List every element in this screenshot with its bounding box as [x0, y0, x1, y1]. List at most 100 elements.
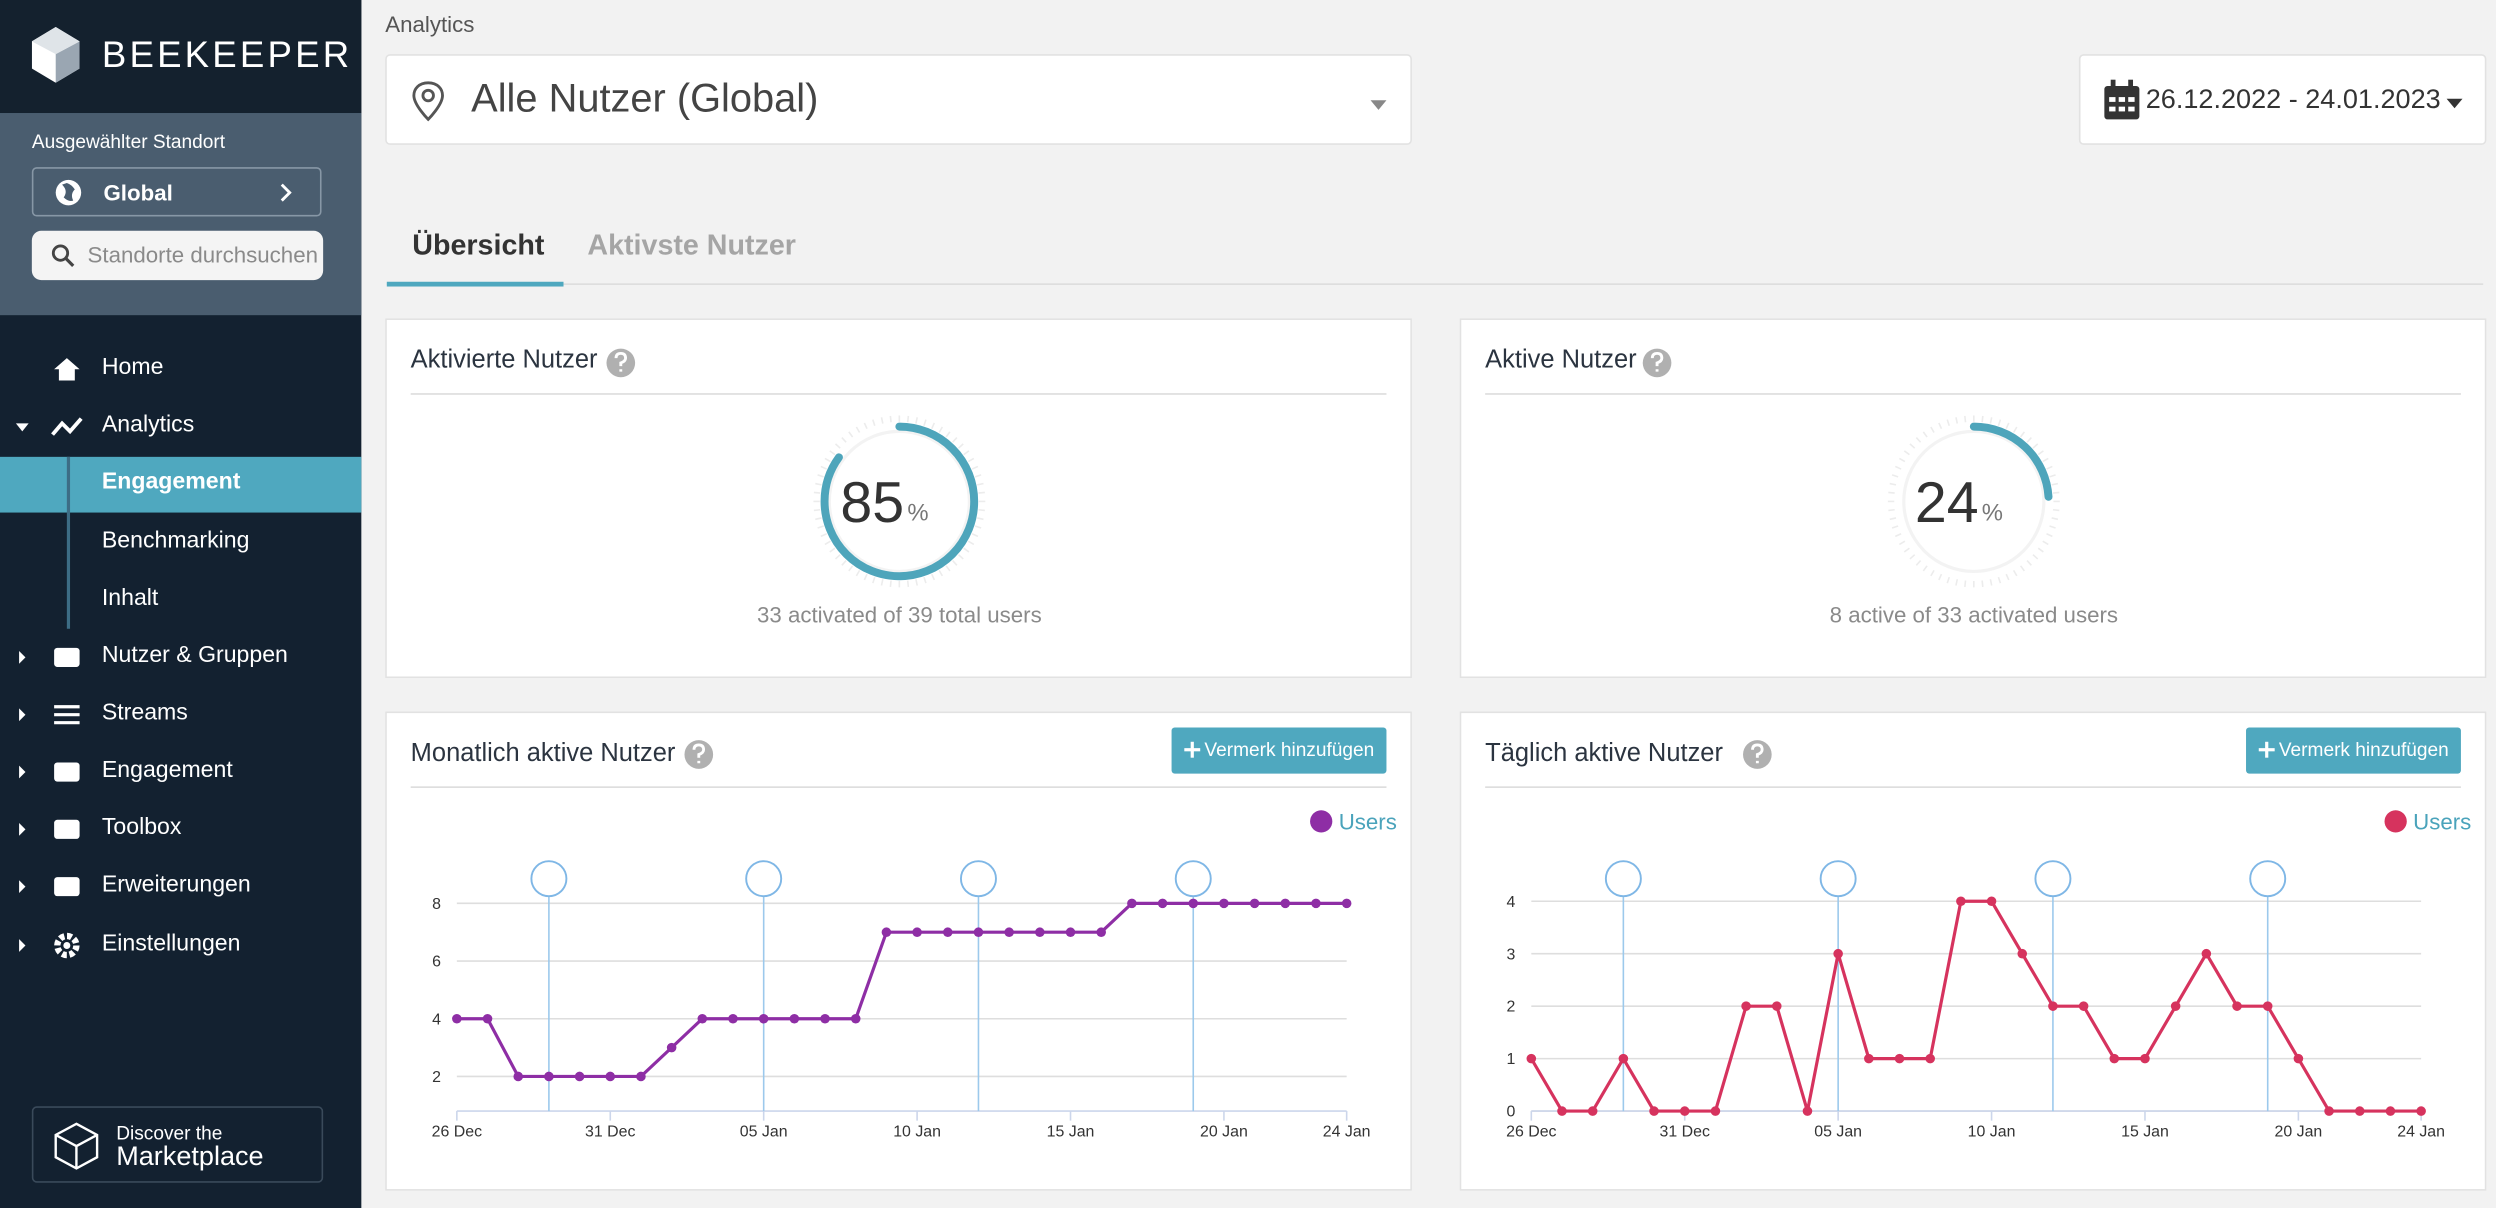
- gauge-card: [385, 318, 1412, 679]
- gauge-tick: [2037, 450, 2044, 456]
- gauge-caption: 8 active of 33 activated users: [1830, 602, 2118, 627]
- gauge-tick: [2046, 465, 2053, 470]
- y-tick-label: 6: [432, 954, 441, 971]
- chevron: [280, 183, 292, 202]
- tab[interactable]: Aktivste Nutzer: [587, 229, 796, 262]
- menu-item[interactable]: Engagement: [101, 757, 233, 784]
- gauge-tick: [2019, 565, 2026, 572]
- gauge-tick: [963, 450, 970, 456]
- data-point: [1096, 927, 1106, 937]
- gauge-tick: [974, 525, 982, 529]
- gauge-tick: [817, 525, 824, 529]
- gauge-tick: [2051, 482, 2059, 486]
- gauge-tick: [957, 554, 964, 560]
- gauge-value: 85: [840, 471, 904, 535]
- data-point: [1986, 896, 1997, 907]
- gauge-tick: [1898, 457, 1906, 463]
- menu-item[interactable]: Nutzer & Gruppen: [101, 643, 288, 669]
- x-tick-label: 05 Jan: [1814, 1124, 1862, 1141]
- data-point: [1772, 1001, 1782, 1011]
- gauge-tick: [2026, 437, 2032, 443]
- data-point: [1188, 898, 1199, 909]
- note-marker: [2249, 860, 2287, 898]
- menu-item[interactable]: Analytics: [101, 412, 195, 438]
- date-picker[interactable]: 26.12.2022 - 24.01.2023: [2078, 54, 2487, 145]
- gauge-tick: [815, 517, 822, 521]
- menu-icon: [54, 705, 80, 725]
- menu-item[interactable]: Streams: [101, 700, 188, 726]
- data-point: [2170, 1001, 2181, 1011]
- data-point: [1587, 1106, 1598, 1116]
- globe-icon: [55, 179, 82, 206]
- tab-indicator: [386, 281, 564, 287]
- gauge-tick: [931, 422, 936, 430]
- gauge-track: [827, 429, 971, 574]
- gauge-tick: [974, 474, 982, 478]
- legend-label: Users: [1339, 809, 1397, 834]
- gauge-tick: [1946, 576, 1950, 584]
- x-tick-label: 20 Jan: [1200, 1124, 1248, 1141]
- data-point: [513, 1071, 523, 1082]
- card-rule: [410, 393, 1387, 395]
- menu-item[interactable]: Home: [101, 354, 164, 381]
- gauge-tick: [2032, 443, 2039, 449]
- gauge-tick: [977, 482, 984, 486]
- gauge-tick: [1894, 533, 1902, 538]
- gauge-tick: [1946, 419, 1950, 426]
- data-point: [1065, 927, 1076, 937]
- gauge-tick: [889, 580, 892, 587]
- gauge-tick: [813, 508, 821, 512]
- user-filter[interactable]: Alle Nutzer (Global): [385, 54, 1412, 145]
- gauge-tick: [957, 443, 964, 449]
- x-tick-label: 24 Jan: [1323, 1124, 1371, 1141]
- add-note-button[interactable]: Vermerk hinzufügen: [1171, 727, 1387, 774]
- submenu-item[interactable]: Benchmarking: [101, 528, 250, 554]
- user-filter-value: Alle Nutzer (Global): [471, 76, 819, 121]
- data-point: [943, 927, 953, 937]
- x-tick-label: 31 Dec: [585, 1124, 635, 1141]
- gauge-track: [1902, 429, 2046, 574]
- data-point: [1710, 1106, 1721, 1116]
- gauge-tick: [2049, 525, 2056, 529]
- location-button[interactable]: Global: [31, 167, 322, 217]
- menu-item[interactable]: Einstellungen: [101, 931, 241, 957]
- submenu-item[interactable]: Inhalt: [101, 585, 159, 612]
- menu-item[interactable]: Toolbox: [101, 815, 182, 841]
- gauge-tick: [1922, 565, 1928, 572]
- gauge-tick: [834, 554, 841, 560]
- gauge-tick: [817, 474, 824, 478]
- x-tick-label: 05 Jan: [740, 1124, 788, 1141]
- gauge-tick: [952, 437, 958, 443]
- gauge-tick: [977, 517, 984, 521]
- y-tick-label: 1: [1507, 1051, 1516, 1068]
- gauge-tick: [1922, 431, 1928, 438]
- gauge-tick: [2012, 569, 2018, 577]
- marketplace-button[interactable]: Discover the Marketplace: [31, 1106, 324, 1183]
- help-mark: [692, 743, 706, 764]
- gauge-tick: [880, 417, 884, 424]
- data-point: [1864, 1053, 1874, 1064]
- menu-icon: [54, 358, 80, 381]
- gauge-tick: [2012, 426, 2018, 433]
- gauge-tick: [855, 569, 861, 577]
- card-rule: [1485, 786, 2461, 788]
- location-search[interactable]: Standorte durchsuchen: [31, 230, 324, 281]
- expand-arrow: [19, 765, 26, 779]
- gauge-tick: [952, 560, 958, 566]
- x-tick-label: 24 Jan: [2397, 1124, 2445, 1141]
- add-note-button[interactable]: Vermerk hinzufügen: [2246, 727, 2461, 774]
- gauge-tick: [2046, 533, 2053, 538]
- submenu-item[interactable]: Engagement: [101, 469, 241, 496]
- tab[interactable]: Übersicht: [412, 229, 545, 262]
- chart-title: Täglich aktive Nutzer: [1485, 740, 1723, 768]
- data-point: [2109, 1053, 2120, 1064]
- gauge-tick: [1989, 579, 1993, 586]
- menu-item[interactable]: Erweiterungen: [101, 872, 251, 898]
- gauge-tick: [2042, 457, 2049, 463]
- data-point: [697, 1013, 708, 1024]
- menu-icon: [63, 942, 71, 950]
- breadcrumb: Analytics: [385, 11, 475, 37]
- data-point: [544, 1071, 554, 1082]
- menu-icon: [54, 819, 80, 839]
